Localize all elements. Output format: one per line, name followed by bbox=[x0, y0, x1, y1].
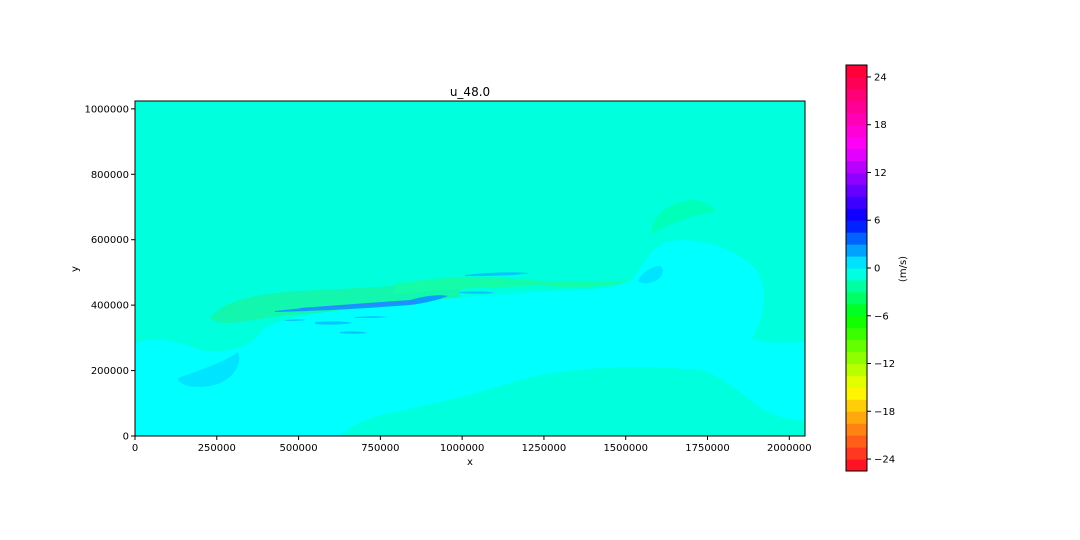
y-tick-label: 400000 bbox=[91, 301, 129, 312]
x-tick-label: 1250000 bbox=[522, 443, 567, 454]
colorbar-band bbox=[846, 279, 867, 293]
colorbar-band bbox=[846, 256, 867, 269]
colorbar-band bbox=[846, 459, 867, 472]
x-axis-label: x bbox=[467, 457, 473, 468]
colorbar: −24 −18 −12 −6 0 6 12 18 24 (m/s) bbox=[845, 64, 909, 472]
colorbar-tick-label: 24 bbox=[874, 72, 887, 83]
y-tick-label: 200000 bbox=[91, 366, 129, 377]
colorbar-band bbox=[846, 399, 867, 412]
field-layer bbox=[135, 101, 805, 436]
colorbar-band bbox=[846, 244, 867, 257]
colorbar-band bbox=[846, 435, 867, 448]
field-region-lower bbox=[135, 240, 805, 436]
y-tick-label: 800000 bbox=[91, 170, 129, 181]
y-axis-ticks: 0 200000 400000 600000 800000 1000000 bbox=[84, 104, 135, 443]
colorbar-tick-label: −12 bbox=[874, 359, 895, 370]
colorbar-band bbox=[846, 88, 867, 102]
field-region-ne-eddy bbox=[651, 200, 716, 234]
x-tick-label: 1750000 bbox=[685, 443, 730, 454]
colorbar-band bbox=[846, 184, 867, 197]
colorbar-band bbox=[846, 375, 867, 388]
colorbar-band bbox=[846, 327, 867, 341]
field-region-sw-eddy bbox=[178, 352, 240, 387]
colorbar-band bbox=[846, 268, 867, 281]
colorbar-band bbox=[846, 232, 867, 245]
colorbar-tick-label: −18 bbox=[874, 407, 895, 418]
y-tick-label: 600000 bbox=[91, 235, 129, 246]
colorbar-band bbox=[846, 160, 867, 173]
plot-area: 0 250000 500000 750000 1000000 1250000 1500000… bbox=[84, 100, 812, 454]
colorbar-band bbox=[846, 112, 867, 126]
x-tick-label: 0 bbox=[132, 443, 138, 454]
colorbar-band bbox=[846, 423, 867, 436]
colorbar-band bbox=[846, 136, 867, 150]
x-axis-ticks: 0 250000 500000 750000 1000000 1250000 1500000… bbox=[132, 436, 812, 454]
colorbar-band bbox=[846, 291, 867, 305]
colorbar-band bbox=[846, 208, 867, 221]
colorbar-tick-label: −24 bbox=[874, 455, 895, 466]
colorbar-label: (m/s) bbox=[898, 256, 909, 282]
y-tick-label: 0 bbox=[123, 432, 129, 443]
colorbar-band bbox=[846, 363, 867, 376]
colorbar-band bbox=[846, 387, 867, 400]
colorbar-band bbox=[846, 351, 867, 365]
colorbar-band bbox=[846, 76, 867, 90]
x-tick-label: 2000000 bbox=[767, 443, 812, 454]
x-tick-label: 750000 bbox=[361, 443, 399, 454]
colorbar-band bbox=[846, 220, 867, 233]
colorbar-band bbox=[846, 315, 867, 329]
field-region-upper-band bbox=[395, 277, 630, 294]
colorbar-band bbox=[846, 303, 867, 317]
y-tick-label: 1000000 bbox=[84, 104, 129, 115]
x-tick-label: 500000 bbox=[279, 443, 317, 454]
colorbar-band bbox=[846, 65, 867, 78]
field-region-jet bbox=[275, 272, 530, 334]
colorbar-tick-label: 18 bbox=[874, 120, 887, 131]
colorbar-tick-label: 12 bbox=[874, 168, 887, 179]
colorbar-ticks: −24 −18 −12 −6 0 6 12 18 24 bbox=[867, 72, 895, 466]
colorbar-band bbox=[846, 172, 867, 185]
x-tick-label: 250000 bbox=[198, 443, 236, 454]
colorbar-tick-label: 6 bbox=[874, 216, 880, 227]
plot-frame bbox=[134, 100, 806, 437]
chart-title: u_48.0 bbox=[450, 85, 490, 99]
colorbar-band bbox=[846, 100, 867, 114]
colorbar-band bbox=[846, 148, 867, 162]
x-tick-label: 1500000 bbox=[603, 443, 648, 454]
y-axis-label: y bbox=[70, 266, 81, 272]
colorbar-band bbox=[846, 411, 867, 424]
colorbar-tick-label: 0 bbox=[874, 264, 880, 275]
colorbar-bands bbox=[846, 65, 867, 472]
field-region-e-eddy bbox=[638, 266, 663, 284]
x-tick-label: 1000000 bbox=[440, 443, 485, 454]
colorbar-band bbox=[846, 196, 867, 209]
colorbar-band bbox=[846, 447, 867, 460]
colorbar-band bbox=[846, 339, 867, 353]
colorbar-tick-label: −6 bbox=[874, 311, 889, 322]
colorbar-band bbox=[846, 124, 867, 138]
